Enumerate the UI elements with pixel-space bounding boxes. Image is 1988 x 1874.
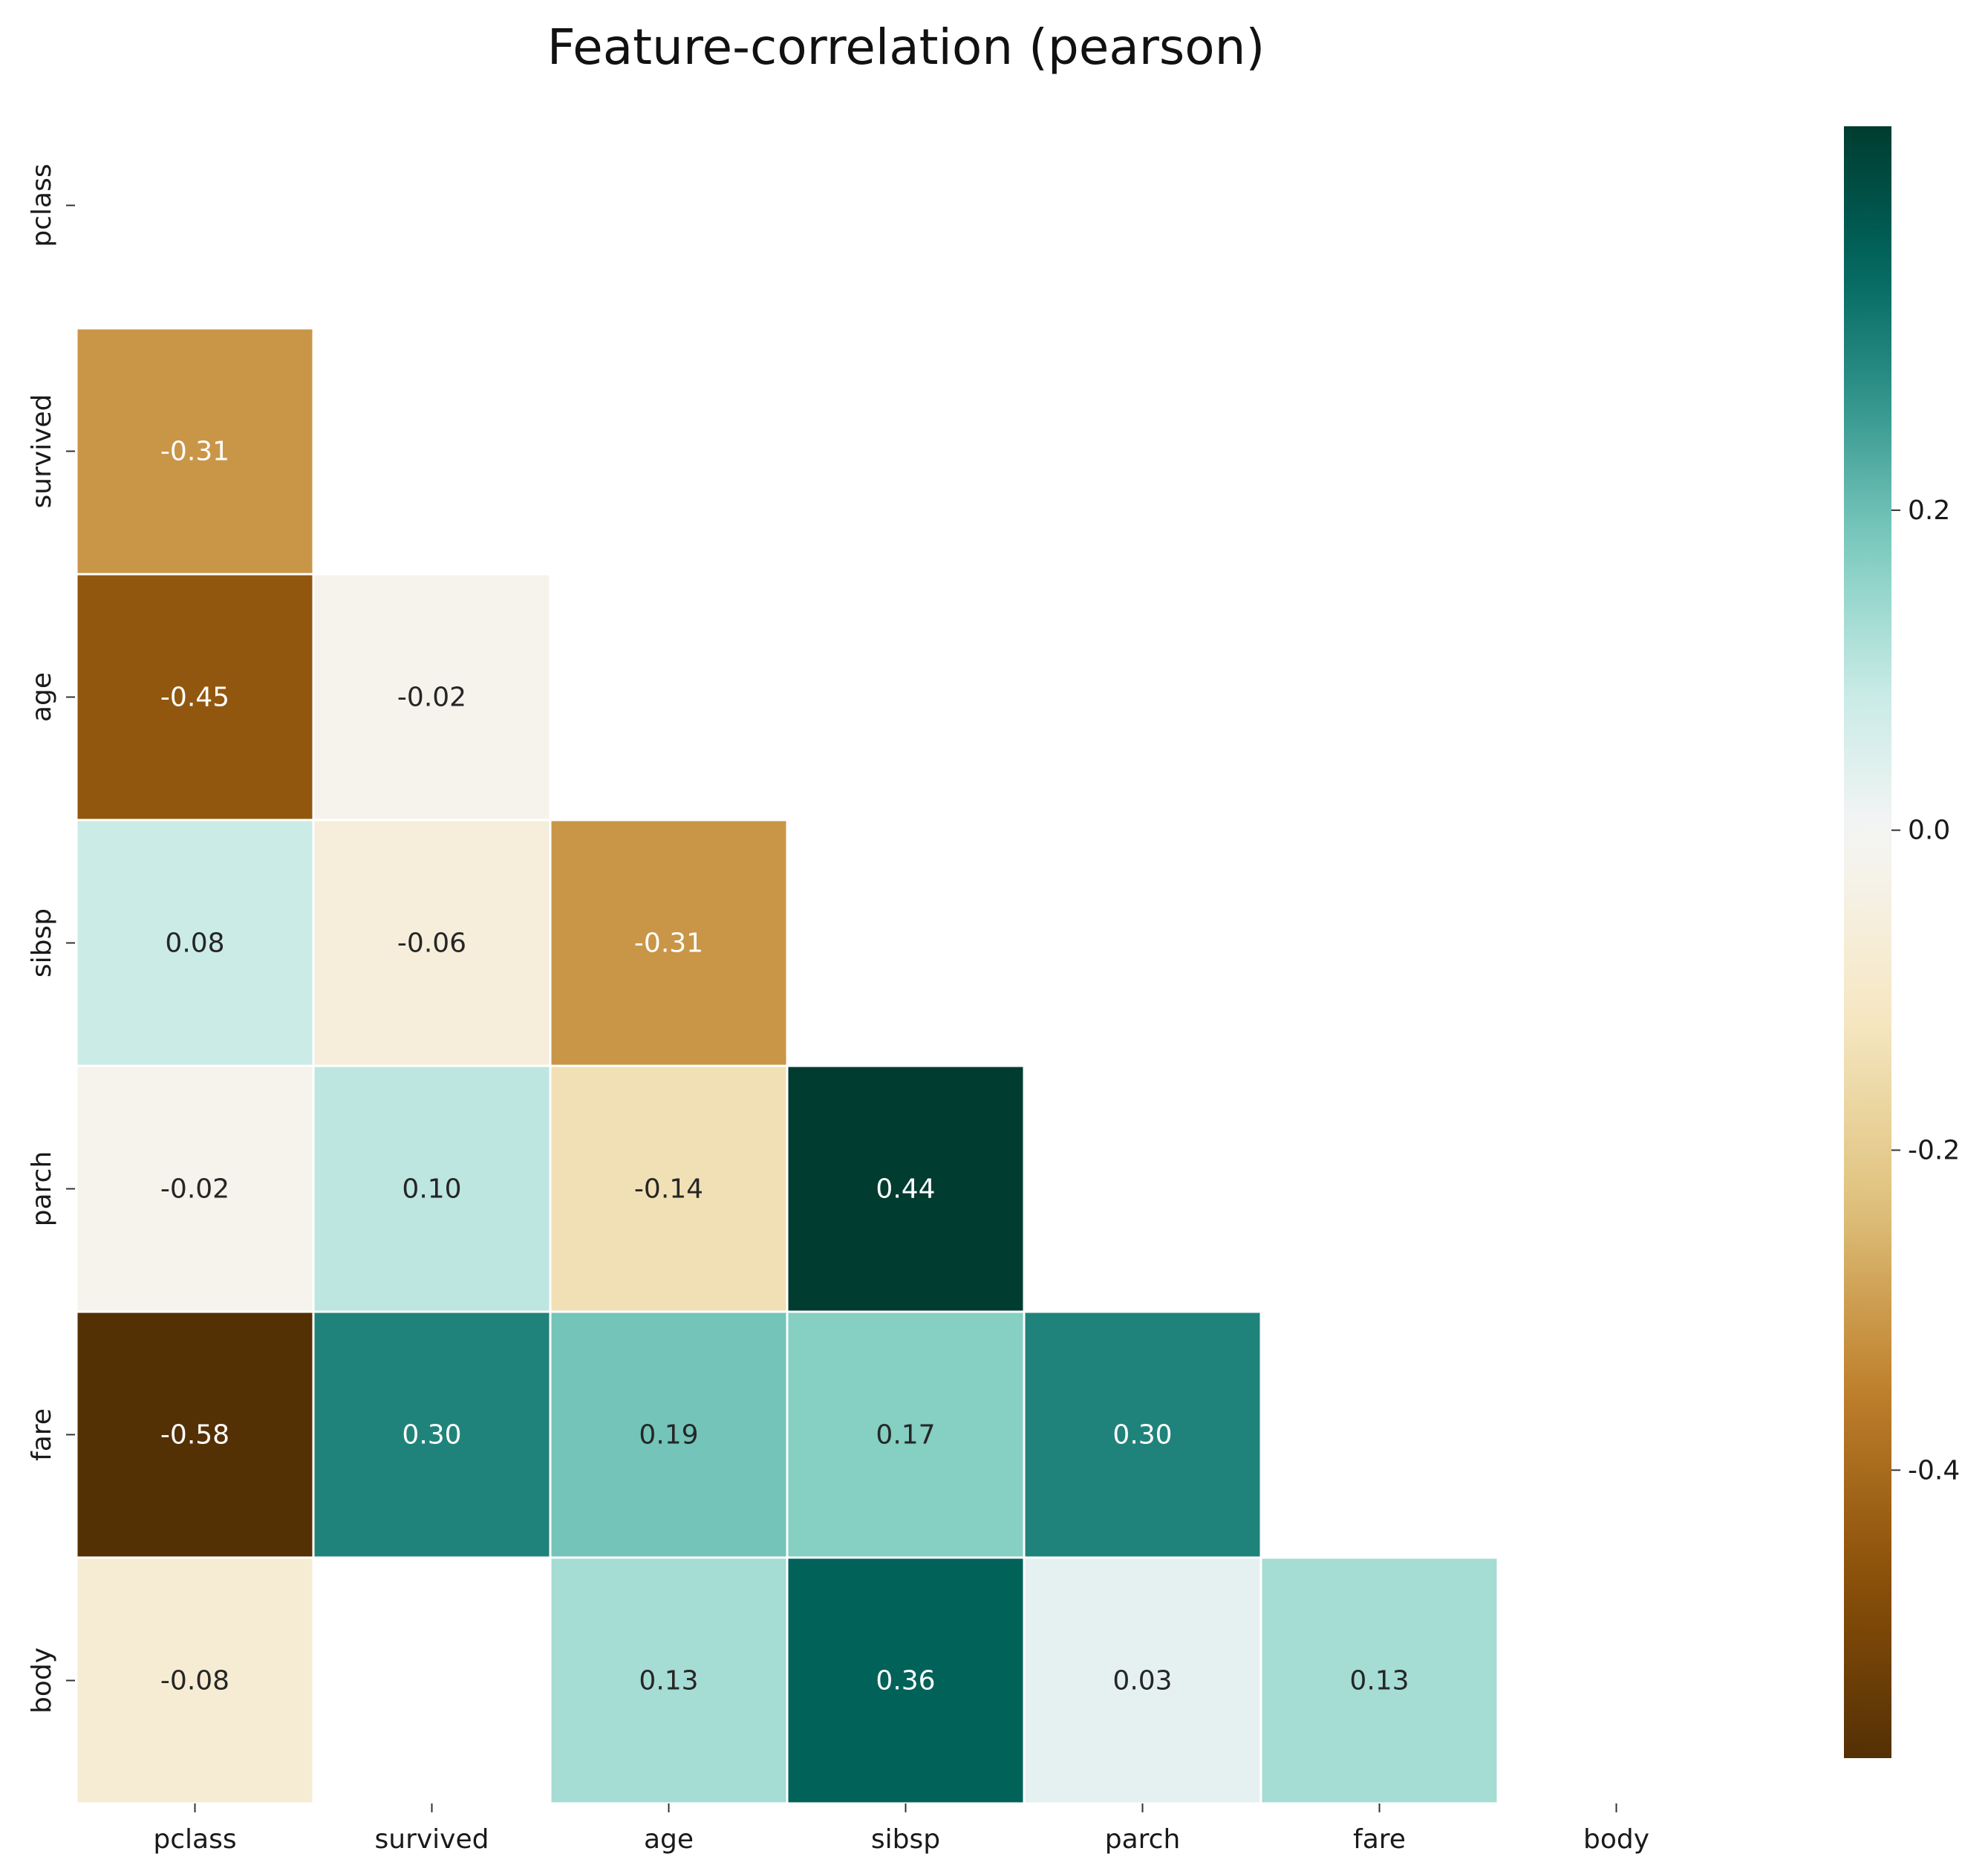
cell-label-parch-sibsp: 0.44 [876,1174,935,1205]
heatmap-cell-fare-parch [1023,1310,1262,1559]
x-tick-label-sibsp: sibsp [871,1824,940,1855]
cell-label-parch-pclass: -0.02 [160,1174,229,1205]
heatmap-cell-survived-pclass [75,327,315,576]
cell-label-survived-pclass: -0.31 [160,437,229,467]
y-tick-label-survived: survived [27,394,57,509]
cell-label-body-sibsp: 0.36 [876,1666,935,1696]
colorbar-tick-label: -0.4 [1908,1455,1960,1486]
heatmap-cell-body-pclass [75,1556,315,1805]
colorbar-tick-label: 0.2 [1908,495,1950,526]
heatmap-cell-body-fare [1259,1556,1499,1805]
colorbar: 0.2 0.0 -0.2 -0.4 [1844,126,1960,1758]
x-axis: pclass survived age sibsp parch fare body [153,1803,1649,1855]
heatmap-cell-body-parch [1023,1556,1262,1805]
y-tick-label-sibsp: sibsp [27,908,57,977]
cell-label-fare-survived: 0.30 [402,1420,461,1451]
heatmap-cell-parch-survived [312,1064,552,1313]
y-tick-label-parch: parch [27,1151,57,1227]
colorbar-tick-label: -0.2 [1908,1136,1960,1166]
heatmap-cell-sibsp-pclass [75,819,315,1067]
y-axis: pclass survived age sibsp parch fare body [27,163,75,1714]
cell-label-fare-parch: 0.30 [1112,1420,1172,1451]
x-tick-label-pclass: pclass [153,1824,236,1855]
cell-label-fare-age: 0.19 [639,1420,698,1451]
cell-label-body-fare: 0.13 [1349,1666,1409,1696]
chart-title: Feature-correlation (pearson) [547,19,1265,76]
cell-label-sibsp-age: -0.31 [634,928,703,959]
cell-label-age-pclass: -0.45 [160,683,229,713]
heatmap-cell-parch-sibsp [786,1064,1026,1313]
heatmap-cell-sibsp-survived [312,819,552,1067]
heatmap-cell-body-age [549,1556,789,1805]
cell-label-body-pclass: -0.08 [160,1666,229,1696]
x-tick-label-parch: parch [1105,1824,1181,1855]
x-tick-label-fare: fare [1353,1824,1406,1855]
x-tick-label-body: body [1583,1824,1649,1855]
heatmap-cells: -0.31 -0.45 -0.02 0.08 -0.06 -0.31 -0.02 0.10 -0… [75,327,1499,1805]
cell-label-parch-age: -0.14 [634,1174,703,1205]
cell-label-fare-sibsp: 0.17 [876,1420,935,1451]
cell-label-fare-pclass: -0.58 [160,1420,229,1451]
colorbar-tick-label: 0.0 [1908,816,1950,846]
colorbar-gradient [1844,126,1891,1758]
heatmap-cell-age-survived [312,573,552,821]
y-tick-label-body: body [27,1647,57,1714]
y-tick-label-pclass: pclass [27,163,57,247]
cell-label-body-age: 0.13 [639,1666,698,1696]
cell-label-sibsp-pclass: 0.08 [165,928,224,959]
x-tick-label-survived: survived [375,1824,489,1855]
heatmap-cell-fare-age [549,1310,789,1559]
heatmap-cell-body-sibsp [786,1556,1026,1805]
y-tick-label-age: age [27,672,57,722]
cell-label-age-survived: -0.02 [397,683,466,713]
cell-label-sibsp-survived: -0.06 [397,928,466,959]
y-tick-label-fare: fare [27,1408,57,1461]
heatmap-cell-sibsp-age [549,819,789,1067]
heatmap-cell-age-pclass [75,573,315,821]
cell-label-parch-survived: 0.10 [402,1174,461,1205]
heatmap-cell-fare-sibsp [786,1310,1026,1559]
cell-label-body-parch: 0.03 [1112,1666,1172,1696]
heatmap-cell-fare-survived [312,1310,552,1559]
x-tick-label-age: age [644,1824,694,1855]
